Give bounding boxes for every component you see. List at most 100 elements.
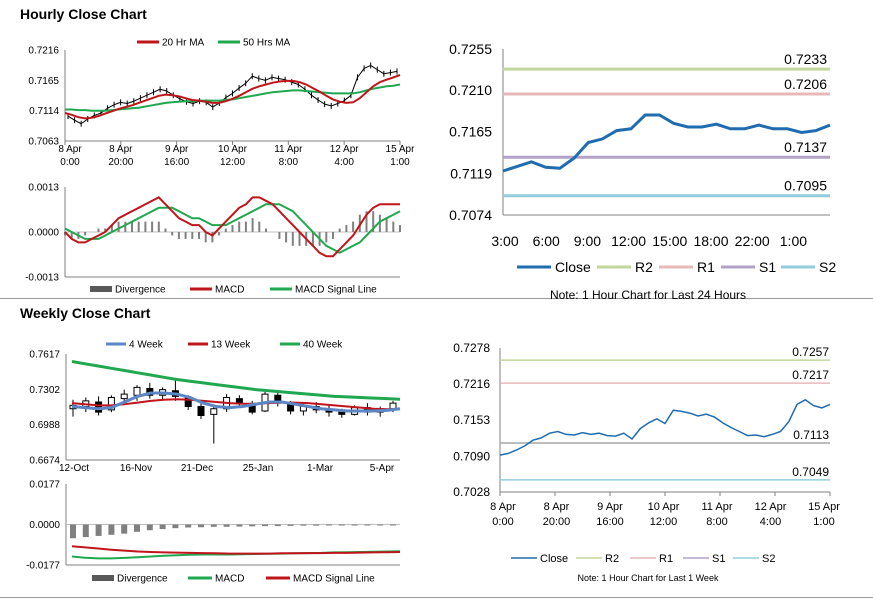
hourly-ma50-line [65, 83, 401, 112]
weekly-candle-body [107, 397, 115, 411]
hourly-pivot-x-tick-label: 12:00 [611, 233, 646, 249]
hourly-pivot-close-line [502, 113, 831, 173]
weekly-divergence-bar [146, 524, 153, 531]
weekly-avg4-line [71, 391, 401, 413]
hourly-price-x-tick-time: 16:00 [164, 157, 189, 168]
hourly-price-x-tick-time: 8:00 [279, 157, 299, 168]
hourly-price-x-tick-date: 9 Apr [165, 144, 189, 155]
hourly-close-segment [350, 77, 358, 96]
weekly-divergence-bar [274, 524, 281, 527]
weekly-divergence-bar [172, 524, 179, 529]
hourly-pivot-x-tick-label: 9:00 [574, 233, 601, 249]
weekly-pivot-x-tick-date: 8 Apr [544, 501, 570, 513]
hourly-pivot-y-tick-label: 0.7119 [450, 166, 492, 182]
hourly-price-x-tick-time: 20:00 [108, 157, 133, 168]
hourly-close-segment [113, 101, 121, 106]
hourly-pivot-legend-label: Close [555, 259, 591, 275]
hourly-close-segment [140, 94, 148, 99]
hourly-close-segment [205, 101, 214, 108]
weekly-pivot-x-tick-time: 12:00 [650, 516, 678, 528]
weekly-pivot-x-tick-time: 4:00 [760, 516, 781, 528]
weekly-price-x-tick-label: 1-Mar [307, 463, 334, 474]
hourly-close-segment [311, 94, 319, 101]
weekly-pivot-x-tick-date: 9 Apr [597, 501, 623, 513]
hourly-price-x-tick-date: 15 Apr [386, 144, 416, 155]
hourly-price-x-tick-time: 4:00 [334, 157, 354, 168]
weekly-pivot-y-tick-label: 0.7153 [453, 413, 490, 427]
weekly-pivot-x-tick-time: 16:00 [596, 516, 624, 528]
hourly-price-y-tick-label: 0.7165 [28, 76, 59, 87]
weekly-price-x-tick-label: 5-Apr [370, 463, 395, 474]
hourly-price-x-tick-time: 1:00 [390, 157, 410, 168]
weekly-divergence-bar [159, 524, 166, 530]
hourly-price-y-tick-label: 0.7216 [28, 46, 59, 57]
hourly-close-segment [331, 103, 338, 107]
weekly-ma13-legend-label: 13 Week [211, 340, 251, 351]
weekly-divergence-bar [198, 524, 204, 528]
hourly-pivot-y-tick-label: 0.7165 [449, 123, 492, 139]
weekly-pivot-y-tick-label: 0.7278 [453, 341, 490, 355]
weekly-signal-legend-label: MACD Signal Line [293, 574, 375, 585]
weekly-pivot-x-tick-date: 12 Apr [755, 501, 787, 513]
hourly-pivot-legend-label: S2 [819, 259, 836, 275]
hourly-close-segment [159, 88, 167, 92]
weekly-divergence-bar [121, 524, 128, 534]
weekly-divergence-bar [377, 524, 384, 526]
weekly-divergence-bar [313, 524, 320, 526]
weekly-avg4-legend-label: 4 Week [129, 340, 164, 351]
hourly-macd-line [64, 196, 400, 258]
weekly-divergence-legend-swatch [92, 575, 114, 581]
hourly-pivot-legend-label: R2 [635, 259, 653, 275]
weekly-pivot-legend-label: Close [540, 553, 568, 565]
weekly-pivot-note: Note: 1 Hour Chart for Last 1 Week [578, 573, 719, 583]
hourly-price-x-tick-date: 8 Apr [109, 144, 133, 155]
hourly-ma20-line [64, 74, 401, 120]
hourly-pivot-x-tick-label: 6:00 [533, 233, 560, 249]
hourly-close-segment [94, 112, 102, 116]
hourly-price-x-tick-date: 12 Apr [330, 144, 360, 155]
weekly-candle-body [133, 386, 141, 396]
hourly-close-segment [258, 78, 266, 81]
hourly-close-segment [245, 75, 253, 84]
weekly-divergence-bar [95, 524, 102, 536]
hourly-pivot-y-tick-label: 0.7074 [449, 207, 492, 223]
weekly-price-y-tick-label: 0.7617 [29, 350, 60, 361]
hourly-pivot-x-tick-label: 22:00 [735, 233, 770, 249]
weekly-price-y-tick-label: 0.6988 [29, 420, 60, 431]
weekly-ma40-legend-label: 40 Week [303, 340, 343, 351]
weekly-divergence-bar [351, 524, 358, 526]
weekly-candle-body [338, 411, 346, 415]
hourly-price-x-tick-time: 12:00 [220, 157, 245, 168]
weekly-pivot-level-label: 0.7113 [793, 428, 829, 442]
hourly-close-segment [238, 82, 246, 89]
hourly-signal-legend-label: MACD Signal Line [295, 285, 377, 296]
hourly-close-segment [80, 118, 89, 125]
hourly-close-segment [291, 81, 299, 85]
weekly-divergence-bar [108, 524, 115, 535]
hourly-close-segment [67, 115, 75, 121]
weekly-pivot-level-label: 0.7049 [792, 465, 829, 479]
hourly-pivot-y-tick-label: 0.7255 [449, 41, 492, 57]
hourly-macd-y-tick-label: -0.0013 [25, 273, 59, 284]
hourly-close-segment [390, 70, 398, 74]
hourly-close-segment [383, 72, 391, 75]
weekly-divergence-bar [70, 524, 76, 539]
hourly-close-segment [344, 94, 352, 101]
hourly-close-segment [376, 69, 385, 75]
hourly-close-segment [120, 101, 128, 105]
weekly-divergence-bar [82, 524, 89, 538]
weekly-pivot-x-tick-date: 15 Apr [808, 501, 840, 513]
weekly-pivot-level-label: 0.7257 [792, 345, 829, 359]
hourly-close-segment [271, 76, 279, 80]
weekly-pivot-legend-label: S1 [712, 553, 725, 565]
weekly-divergence-bar [210, 524, 217, 527]
hourly-pivot-level-label: 0.7206 [784, 76, 827, 92]
weekly-section-title: Weekly Close Chart [20, 305, 151, 321]
weekly-pivot-legend-label: R1 [659, 553, 673, 565]
weekly-candle-body [235, 398, 243, 404]
hourly-divergence-legend-swatch [90, 286, 112, 292]
weekly-pivot-legend-label: R2 [605, 553, 619, 565]
weekly-macd-y-tick-label: 0.0177 [29, 480, 60, 491]
weekly-price-x-tick-label: 21-Dec [181, 463, 213, 474]
